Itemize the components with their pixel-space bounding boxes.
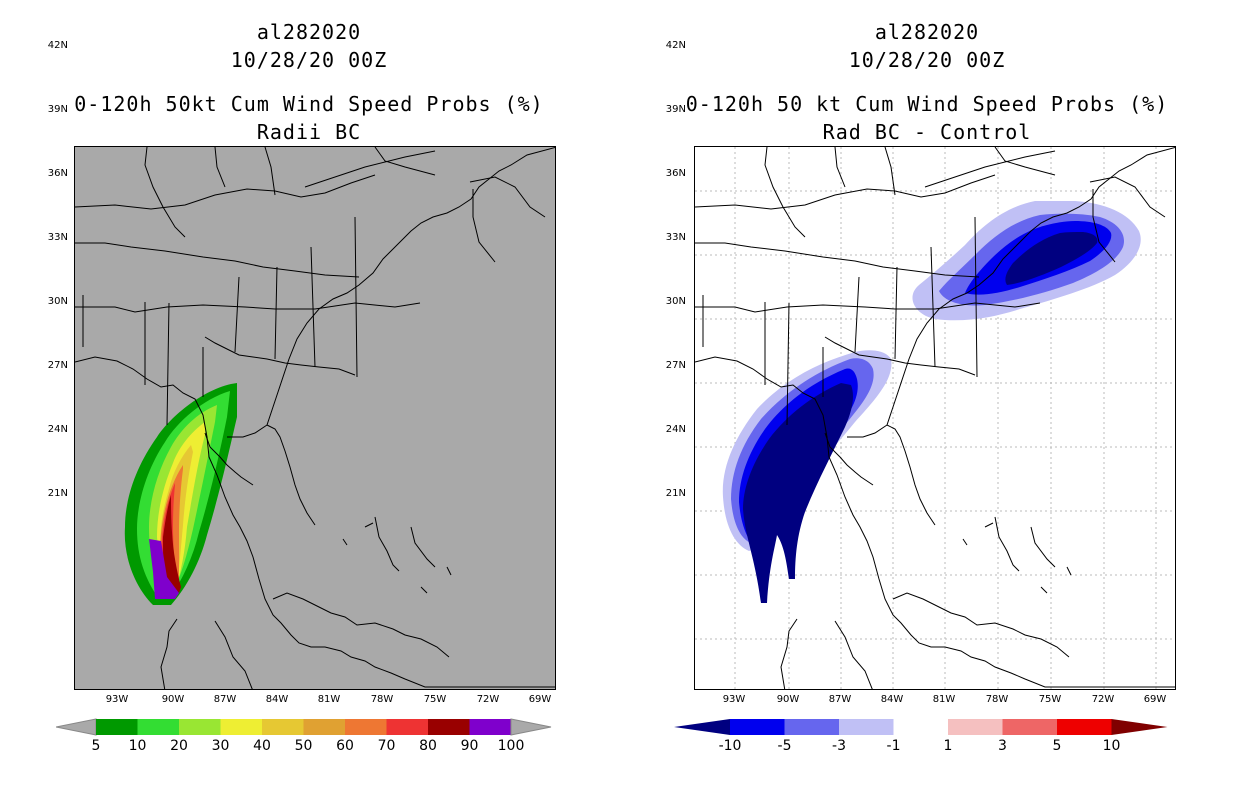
left-map-outlines: [75, 147, 555, 689]
right-lon-label: 81W: [932, 694, 956, 705]
colorbar-label: 1: [943, 738, 953, 754]
colorbar-arrow-left: [674, 719, 730, 735]
left-lon-label: 78W: [370, 694, 394, 705]
colorbar-arrow-right: [510, 718, 552, 736]
right-lat-label: 33N: [665, 232, 686, 243]
left-subtitle: Radii BC: [256, 120, 362, 144]
colorbar-label: -3: [832, 738, 846, 754]
colorbar-swatch: [137, 719, 179, 735]
right-lat-label: 27N: [665, 360, 686, 371]
colorbar-label: 10: [128, 738, 147, 754]
colorbar-label: 80: [419, 738, 437, 754]
right-product-title: 0-120h 50 kt Cum Wind Speed Probs (%): [685, 92, 1169, 116]
colorbar-swatch: [96, 719, 138, 735]
colorbar-label: 5: [91, 738, 101, 754]
colorbar-label: 60: [336, 738, 354, 754]
colorbar-arrow-right: [1111, 719, 1168, 735]
colorbar-label: 30: [211, 738, 230, 754]
right-lon-label: 84W: [880, 694, 904, 705]
left-lon-label: 75W: [423, 694, 447, 705]
right-lon-label: 90W: [776, 694, 800, 705]
left-lon-label: 72W: [476, 694, 500, 705]
colorbar-swatch: [784, 719, 839, 735]
colorbar-swatch: [303, 719, 345, 735]
colorbar-swatch: [469, 719, 511, 735]
left-lon-label: 69W: [528, 694, 552, 705]
left-product-title: 0-120h 50kt Cum Wind Speed Probs (%): [74, 92, 544, 116]
right-lat-label: 42N: [665, 40, 686, 51]
right-subtitle: Rad BC - Control: [822, 120, 1032, 144]
colorbar-label: 10: [1102, 738, 1121, 754]
colorbar-swatch: [1057, 719, 1112, 735]
colorbar-label: 50: [294, 738, 313, 754]
left-lat-label: 33N: [47, 232, 68, 243]
right-lon-label: 69W: [1143, 694, 1167, 705]
right-lon-label: 72W: [1091, 694, 1115, 705]
left-lat-label: 39N: [47, 104, 68, 115]
left-panel: al282020 10/28/20 00Z 0-120h 50kt Cum Wi…: [47, 20, 556, 754]
right-map: [694, 146, 1176, 690]
left-colorbar: [56, 716, 554, 738]
left-lon-label: 81W: [317, 694, 341, 705]
left-storm-id: al282020: [256, 20, 362, 44]
right-lon-label: 93W: [722, 694, 746, 705]
colorbar-label: 90: [460, 738, 479, 754]
left-lat-label: 21N: [47, 488, 68, 499]
right-storm-id: al282020: [874, 20, 980, 44]
colorbar-swatch: [893, 719, 948, 735]
right-difference-field: [722, 201, 1141, 603]
right-lat-label: 24N: [665, 424, 686, 435]
colorbar-swatch: [179, 719, 221, 735]
colorbar-swatch: [345, 719, 387, 735]
right-lat-label: 21N: [665, 488, 686, 499]
right-lon-label: 75W: [1038, 694, 1062, 705]
left-lat-label: 24N: [47, 424, 68, 435]
left-colorbar-svg: [56, 718, 552, 736]
left-probability-field: [124, 383, 237, 605]
left-map: [74, 146, 556, 690]
left-lat-label: 27N: [47, 360, 68, 371]
right-panel: al282020 10/28/20 00Z 0-120h 50 kt Cum W…: [618, 0, 1236, 800]
colorbar-label: 3: [998, 738, 1007, 754]
left-lat-label: 30N: [47, 296, 68, 307]
left-lon-label: 90W: [161, 694, 185, 705]
colorbar-swatch: [948, 719, 1003, 735]
right-lon-label: 87W: [828, 694, 852, 705]
colorbar-label: 20: [170, 738, 188, 754]
colorbar-swatch: [220, 719, 262, 735]
colorbar-swatch: [1002, 719, 1057, 735]
left-lon-label: 93W: [105, 694, 129, 705]
colorbar-label: 70: [377, 738, 396, 754]
left-lon-label: 87W: [213, 694, 237, 705]
right-colorbar-svg: [674, 719, 1168, 735]
colorbar-swatch: [730, 719, 785, 735]
colorbar-label: 5: [1052, 738, 1062, 754]
colorbar-label: -10: [718, 738, 742, 754]
colorbar-swatch: [386, 719, 428, 735]
colorbar-label: -5: [777, 738, 792, 754]
colorbar-swatch: [428, 719, 470, 735]
left-lat-label: 36N: [47, 168, 68, 179]
right-map-svg: [695, 147, 1175, 689]
colorbar-label: -1: [886, 738, 901, 754]
right-lat-label: 39N: [665, 104, 686, 115]
left-map-svg: [75, 147, 555, 689]
colorbar-swatch: [839, 719, 894, 735]
right-date: 10/28/20 00Z: [848, 48, 1006, 72]
colorbar-label: 100: [497, 738, 525, 754]
right-lon-label: 78W: [985, 694, 1009, 705]
left-date: 10/28/20 00Z: [230, 48, 388, 72]
colorbar-label: 40: [253, 738, 271, 754]
colorbar-arrow-left: [56, 718, 97, 736]
right-lat-label: 30N: [665, 296, 686, 307]
right-colorbar: [674, 716, 1172, 738]
right-map-outlines: [695, 147, 1175, 689]
left-lon-label: 84W: [265, 694, 289, 705]
colorbar-swatch: [262, 719, 304, 735]
left-lat-label: 42N: [47, 40, 68, 51]
right-lat-label: 36N: [665, 168, 686, 179]
